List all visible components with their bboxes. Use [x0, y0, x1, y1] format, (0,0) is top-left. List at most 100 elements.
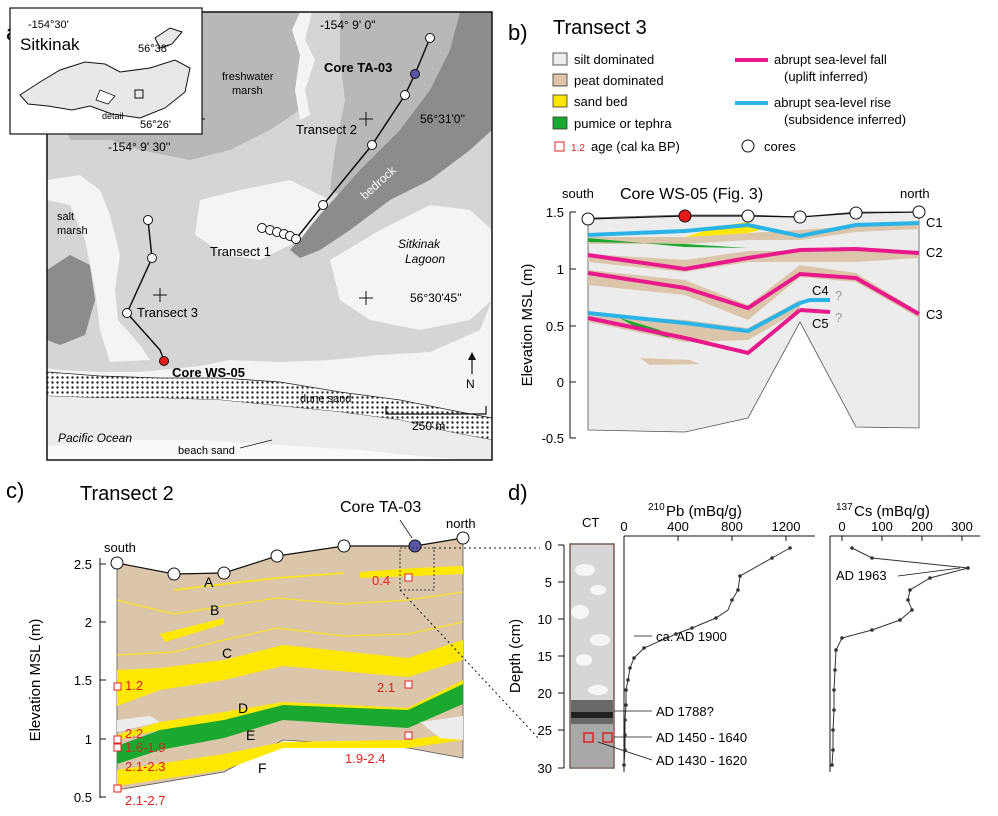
depth-tick-6: 30 [538, 761, 552, 776]
ct-texture [571, 564, 610, 695]
inset-lat2: 56°26' [140, 119, 171, 131]
t2-unit-f: F [258, 760, 267, 776]
legend-pumice-swatch [552, 116, 568, 130]
lagoon-label-2: Lagoon [405, 252, 445, 266]
pb-title: Pb (mBq/g) [666, 503, 742, 520]
beach-label: beach sand [178, 445, 235, 457]
t3-core-markers [581, 205, 926, 226]
callout-line-bottom [399, 589, 541, 741]
lon-left-label: -154° 9' 30'' [108, 140, 170, 154]
contact-c3-line [587, 271, 920, 316]
t2-ytick-0: 2.5 [74, 557, 92, 572]
t2-core-markers [110, 531, 470, 581]
pb-tick-1: 400 [667, 519, 689, 534]
cs-x-ticks [841, 536, 963, 541]
t3-peat-lens [640, 358, 700, 365]
legend-core-icon [741, 139, 755, 153]
t2-thin-bed-2 [116, 621, 464, 656]
lat-mid-label: 56°31'0'' [420, 112, 465, 126]
transect-2-label: Transect 2 [296, 122, 357, 137]
legend-pumice: pumice or tephra [574, 116, 672, 131]
ann-ad1900: ca. AD 1900 [656, 629, 727, 644]
legend-age-icon [554, 141, 565, 152]
freshwater-label-2: marsh [232, 85, 263, 97]
pb-title-sup: 210 [648, 502, 665, 513]
t2-unit-d: D [238, 700, 248, 716]
transect-3-section: 1.5 1 0.5 0 -0.5 Elevation MSL (m) south… [519, 186, 943, 446]
t2-south: south [104, 540, 136, 555]
t2-ytick-3: 1 [85, 732, 92, 747]
core-ta03-label: Core TA-03 [324, 60, 392, 75]
inset-lon: -154°30' [28, 19, 69, 31]
north-arrowhead-icon [468, 352, 476, 360]
lat-low-label: 56°30'45'' [410, 291, 462, 305]
panel-a: a) [6, 7, 493, 461]
t2-age-7: 2.1-2.7 [125, 793, 165, 808]
legend-peat: peat dominated [574, 73, 664, 88]
map-frame [46, 11, 493, 461]
bedrock-area [290, 12, 492, 258]
t2-north: north [446, 516, 476, 531]
t2-silt-lens-1 [117, 716, 160, 732]
map-core-ta03 [410, 69, 420, 79]
ann-ad1788: AD 1788? [656, 704, 714, 719]
t2-age-6: 1.9-2.4 [345, 751, 385, 766]
t3-pumice-1 [588, 238, 748, 248]
contact-fall-lower [587, 308, 802, 356]
inset-lagoon [95, 89, 116, 105]
salt-label-2: marsh [57, 225, 88, 237]
map-core-markers [122, 33, 435, 318]
t2-age-1: 1.2 [125, 678, 143, 693]
t2-pumice-e [117, 684, 463, 764]
contact-c5-line [799, 308, 831, 314]
t3-north: north [900, 186, 930, 201]
cs-title: Cs (mBq/g) [854, 503, 930, 520]
t2-ytick-2: 1.5 [74, 673, 92, 688]
t2-unit-a: A [204, 574, 214, 590]
lagoon-label-1: Sitkinak [398, 237, 441, 251]
t2-age-2: 2.1 [377, 680, 395, 695]
ann-1963-pointer [897, 567, 961, 577]
pb-points [622, 546, 792, 767]
ann-ad1450: AD 1450 - 1640 [656, 730, 747, 745]
depth-tick-2: 10 [538, 612, 552, 627]
legend-silt-swatch [552, 52, 568, 66]
t3-ytick-2: 0.5 [546, 319, 564, 334]
inset-detail-label: detail [102, 111, 124, 121]
legend-age-num: 1.2 [571, 143, 585, 154]
t2-age-3: 2.2 [125, 726, 143, 741]
lon-top-label: -154° 9' 0'' [320, 18, 376, 32]
cs-tick-0: 0 [838, 519, 845, 534]
cs-tick-1: 100 [871, 519, 893, 534]
ann-ad1963: AD 1963 [836, 568, 887, 583]
pb-tick-2: 800 [721, 519, 743, 534]
t2-unit-b: B [210, 602, 219, 618]
pb-tick-3: 1200 [772, 519, 801, 534]
map: Core TA-03 Core WS-05 Transect 2 Transec… [9, 7, 493, 461]
panel-c: c) Transect 2 0.4 1.2 2.1 2.2 [6, 478, 541, 808]
salt-label-1: salt [57, 211, 74, 223]
t2-sand-f [117, 732, 463, 786]
panel-b-title: Transect 3 [553, 17, 647, 39]
t2-core-label: Core TA-03 [340, 499, 421, 516]
legend-age: age (cal ka BP) [591, 139, 680, 154]
t3-core-label: Core WS-05 (Fig. 3) [620, 186, 763, 203]
cs-points [830, 546, 970, 767]
t3-core-ws05 [678, 209, 692, 223]
legend-rise-2: (subsidence inferred) [784, 112, 906, 127]
legend-cores: cores [764, 139, 796, 154]
dune-label: dune sand [300, 393, 351, 405]
t3-peat-3 [588, 265, 919, 320]
depth-tick-0: 0 [545, 538, 552, 553]
t2-unit-e: E [246, 727, 255, 743]
t3-ylabel: Elevation MSL (m) [519, 264, 536, 387]
t2-age-4: 1.6-1.9 [125, 740, 165, 755]
channel-west [47, 175, 150, 362]
depth-ylabel: Depth (cm) [507, 619, 524, 693]
t2-core-ta03 [408, 539, 422, 553]
t2-thin-bed-1 [116, 591, 464, 615]
panel-d: d) CT 0 5 10 15 20 25 30 Depth (cm) 21 [507, 480, 980, 776]
inset-islet [154, 27, 183, 49]
stream [292, 12, 315, 120]
inset-map: -154°30' Sitkinak 56°38' 56°26' detail [9, 7, 203, 135]
